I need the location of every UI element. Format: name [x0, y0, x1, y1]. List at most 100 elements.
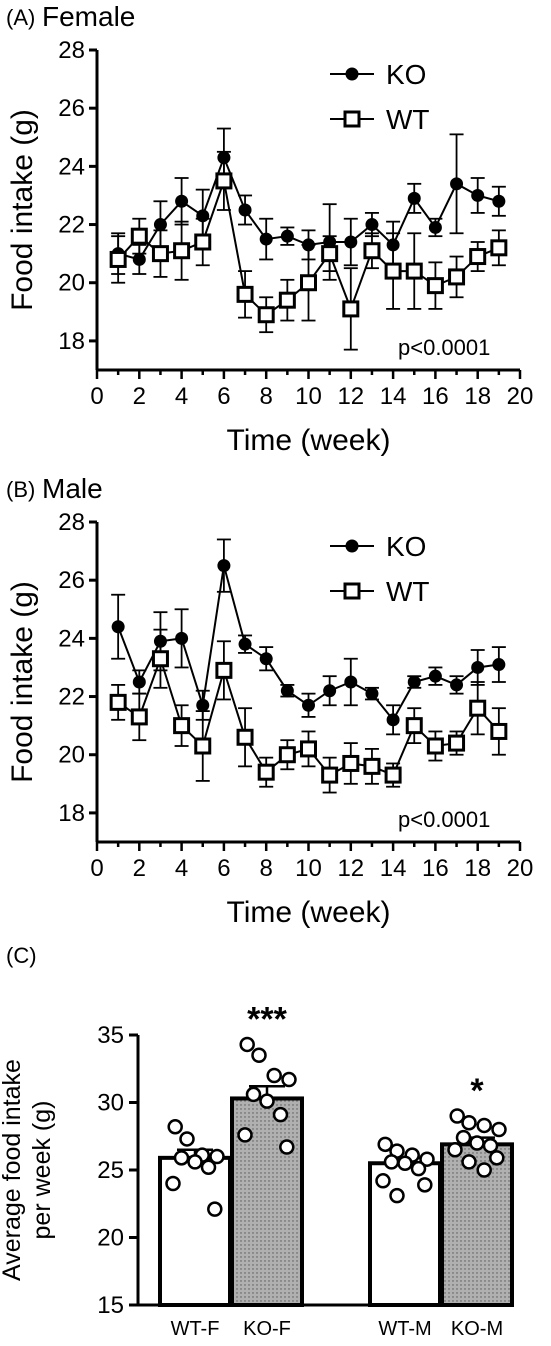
data-point-ko [259, 232, 273, 246]
data-point-wt [236, 728, 254, 746]
data-point-wt [130, 708, 148, 726]
x-tick-label: 14 [380, 855, 407, 882]
data-point-wt [151, 245, 169, 263]
x-tick-label: 20 [507, 383, 534, 410]
y-tick-label: 22 [58, 212, 85, 239]
category-label: KO-M [451, 1318, 503, 1340]
data-point-ko [365, 218, 379, 232]
data-point-ko [428, 669, 442, 683]
y-tick-label: 20 [97, 1225, 124, 1252]
individual-point [173, 1150, 190, 1166]
data-point-wt [321, 766, 339, 784]
y-tick-label: 22 [58, 684, 85, 711]
data-point-wt [426, 737, 444, 755]
data-point-ko [344, 675, 358, 689]
y-tick-label: 15 [97, 1292, 124, 1319]
panel-c-label: (C) [6, 943, 37, 968]
individual-point [469, 1135, 485, 1151]
panel-b-title: Male [42, 473, 103, 504]
x-tick-label: 16 [422, 383, 449, 410]
individual-point [281, 1071, 297, 1088]
legend-marker-ko [345, 539, 359, 553]
x-tick-label: 6 [217, 855, 230, 882]
data-point-wt [173, 242, 191, 260]
x-tick-label: 2 [133, 855, 146, 882]
data-point-ko [259, 652, 273, 666]
data-point-wt [257, 306, 275, 324]
panel-a-label: (A) [6, 5, 35, 30]
data-point-wt [342, 300, 360, 318]
x-tick-label: 10 [295, 855, 322, 882]
legend-marker-ko [345, 67, 359, 81]
legend-marker-wt [343, 582, 361, 600]
data-point-wt [448, 268, 466, 286]
individual-point [410, 1160, 427, 1177]
individual-point [383, 1154, 400, 1170]
individual-point [266, 1067, 282, 1084]
individual-point [375, 1173, 391, 1189]
legend-marker-wt [343, 110, 361, 128]
data-point-wt [130, 227, 148, 245]
data-point-ko [217, 559, 231, 573]
data-point-ko [196, 698, 210, 712]
data-point-ko [196, 209, 210, 223]
individual-point [187, 1154, 203, 1170]
legend-label-ko: KO [386, 59, 426, 90]
data-point-wt [109, 693, 127, 711]
data-point-wt [363, 242, 381, 260]
data-point-wt [215, 661, 233, 679]
data-point-ko [365, 687, 379, 701]
individual-point [482, 1137, 499, 1154]
y-tick-label: 35 [97, 1022, 124, 1049]
individual-point [179, 1131, 195, 1147]
data-point-ko [280, 684, 294, 698]
data-point-wt [405, 717, 423, 735]
x-tick-label: 12 [337, 855, 364, 882]
chart-average-intake: 15 20 25 30 35 Average food intake per week (g… [0, 1000, 514, 1340]
y-axis-title-line-2: per week (g) [28, 1101, 56, 1240]
y-tick-label: 28 [58, 509, 85, 536]
individual-point [489, 1150, 505, 1166]
individual-point [207, 1201, 223, 1217]
x-tick-label: 8 [260, 855, 273, 882]
significance-marker: * [470, 1072, 484, 1110]
data-point-wt [300, 740, 317, 758]
individual-point [417, 1177, 433, 1193]
x-tick-label: 18 [464, 383, 491, 410]
individual-point [491, 1121, 507, 1138]
x-tick-label: 4 [175, 855, 188, 882]
y-tick-label: 18 [58, 800, 85, 827]
data-point-ko [153, 634, 167, 648]
x-tick-label: 6 [217, 383, 230, 410]
data-point-wt [490, 239, 508, 257]
individual-point [476, 1162, 492, 1178]
individual-point [237, 1127, 253, 1143]
x-tick-label: 20 [507, 855, 534, 882]
data-point-ko [153, 218, 167, 232]
data-point-wt [194, 233, 212, 251]
y-tick-label: 26 [58, 95, 85, 122]
individual-point [279, 1139, 295, 1155]
data-point-ko [428, 220, 442, 234]
x-tick-label: 14 [380, 383, 407, 410]
y-tick-label: 18 [58, 328, 85, 355]
individual-point [447, 1142, 463, 1158]
data-point-wt [384, 766, 402, 784]
individual-point [239, 1036, 255, 1053]
data-point-wt [426, 277, 444, 295]
data-point-ko [344, 235, 358, 249]
data-point-ko [280, 229, 294, 243]
data-point-wt [342, 754, 360, 772]
data-point-ko [323, 684, 337, 698]
data-point-wt [194, 737, 212, 755]
data-point-ko [450, 678, 464, 692]
data-point-ko [386, 713, 400, 727]
individual-point [455, 1129, 472, 1146]
y-axis-title-line-1: Average food intake [0, 1059, 26, 1281]
legend-label-ko: KO [386, 531, 426, 562]
category-label: WT-M [378, 1318, 431, 1340]
individual-point [209, 1148, 225, 1165]
individual-point [476, 1117, 492, 1134]
